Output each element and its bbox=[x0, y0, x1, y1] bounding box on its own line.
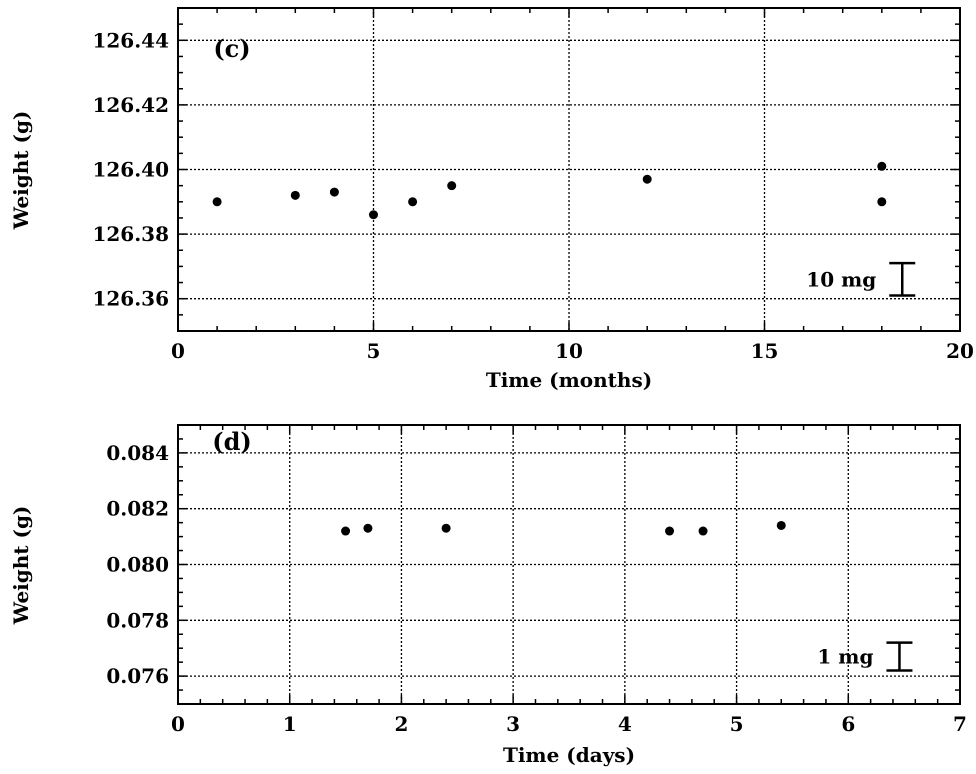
data-point bbox=[877, 197, 887, 207]
x-tick-label: 7 bbox=[953, 712, 967, 736]
y-tick-label: 0.078 bbox=[106, 608, 169, 632]
y-axis-label: Weight (g) bbox=[9, 506, 33, 626]
x-tick-label: 4 bbox=[618, 712, 632, 736]
x-tick-label: 15 bbox=[751, 339, 779, 363]
x-tick-label: 5 bbox=[367, 339, 381, 363]
y-tick-label: 126.44 bbox=[92, 28, 169, 52]
y-tick-label: 0.076 bbox=[106, 664, 169, 688]
panel-label: (d) bbox=[212, 427, 252, 456]
data-point bbox=[642, 174, 652, 184]
x-axis-label: Time (months) bbox=[486, 368, 652, 392]
y-tick-label: 0.080 bbox=[106, 553, 169, 577]
x-tick-label: 10 bbox=[555, 339, 583, 363]
x-tick-label: 0 bbox=[171, 712, 185, 736]
data-point bbox=[369, 210, 378, 220]
plot-area bbox=[178, 425, 960, 704]
y-axis-label: Weight (g) bbox=[9, 111, 33, 231]
x-tick-label: 6 bbox=[841, 712, 855, 736]
y-tick-label: 126.42 bbox=[92, 93, 169, 117]
data-point bbox=[776, 520, 786, 530]
panel-label: (c) bbox=[213, 34, 250, 63]
data-point bbox=[212, 197, 222, 207]
scale-bar-label: 1 mg bbox=[817, 645, 873, 669]
x-tick-label: 0 bbox=[171, 339, 185, 363]
data-point bbox=[447, 181, 457, 191]
data-point bbox=[363, 523, 373, 533]
data-point bbox=[408, 197, 418, 207]
x-axis-label: Time (days) bbox=[503, 743, 635, 767]
y-tick-label: 126.38 bbox=[92, 222, 169, 246]
y-tick-label: 126.36 bbox=[92, 287, 169, 311]
data-point bbox=[341, 526, 351, 536]
y-tick-label: 0.084 bbox=[106, 441, 169, 465]
x-tick-label: 1 bbox=[283, 712, 297, 736]
data-point bbox=[290, 190, 300, 200]
data-point bbox=[329, 187, 339, 197]
data-point bbox=[441, 523, 451, 533]
y-tick-label: 0.082 bbox=[106, 497, 169, 521]
scale-bar-label: 10 mg bbox=[806, 267, 876, 291]
y-tick-label: 126.40 bbox=[92, 158, 169, 182]
panel-c: 0 5 10 15 20 126.36 126.38 126.40 126.42 126.44 Ti… bbox=[9, 7, 974, 392]
data-point bbox=[665, 526, 675, 536]
data-point bbox=[698, 526, 708, 536]
x-tick-label: 5 bbox=[730, 712, 744, 736]
panel-d: 0 1 2 3 4 5 6 7 0.076 0.078 0.080 0.082 0.084 Time (d… bbox=[9, 424, 967, 767]
data-point bbox=[877, 161, 887, 171]
x-tick-label: 2 bbox=[394, 712, 408, 736]
x-tick-label: 20 bbox=[946, 339, 974, 363]
x-tick-label: 3 bbox=[506, 712, 520, 736]
